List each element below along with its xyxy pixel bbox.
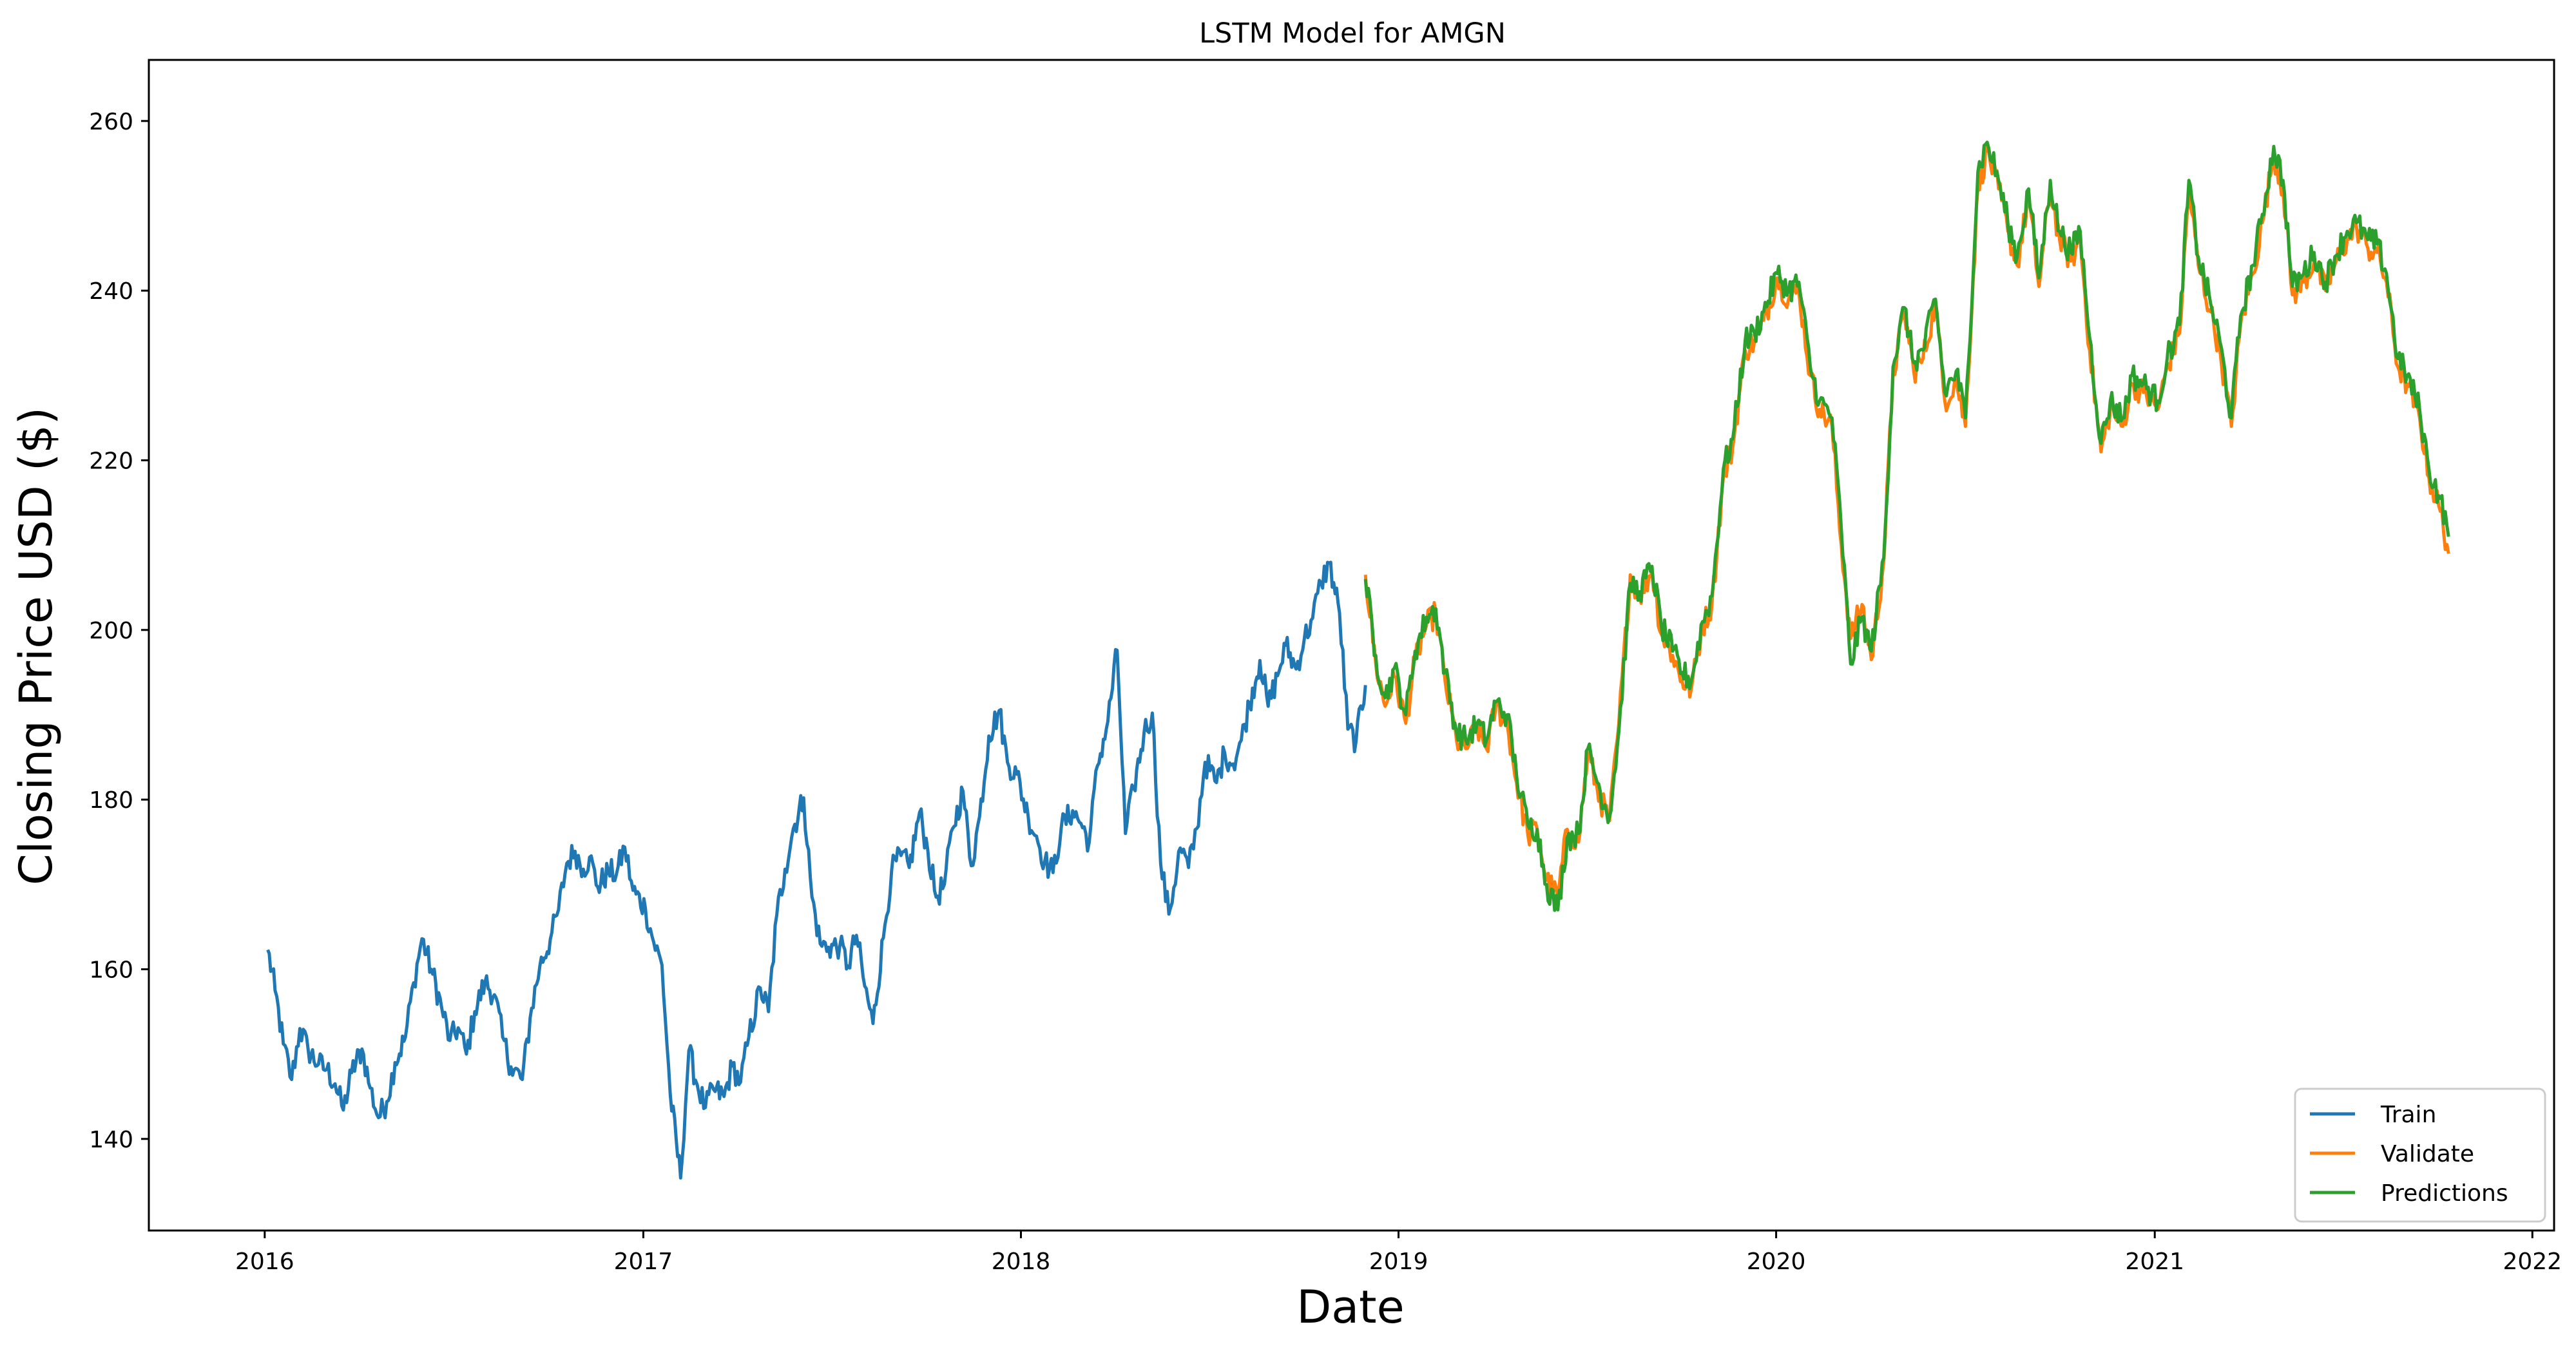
legend-entry-train: Train (2310, 1102, 2436, 1128)
legend-label-train: Train (2380, 1102, 2436, 1128)
y-axis: 140 160 180 200 220 240 260 (89, 109, 149, 1153)
x-axis: 2016 2017 2018 2019 2020 2021 2022 (235, 1231, 2562, 1275)
legend-entry-predictions: Predictions (2310, 1180, 2508, 1207)
legend-label-validate: Validate (2381, 1141, 2474, 1167)
y-tick-label: 180 (89, 787, 133, 814)
x-tick-label: 2016 (235, 1249, 294, 1275)
x-tick-label: 2019 (1369, 1249, 1428, 1275)
plot-area-frame (148, 59, 2555, 1232)
x-tick-label: 2018 (992, 1249, 1051, 1275)
x-tick-label: 2017 (614, 1249, 673, 1275)
legend-label-predictions: Predictions (2381, 1180, 2508, 1207)
y-tick-label: 200 (89, 618, 133, 644)
x-axis-title: Date (1296, 1281, 1404, 1334)
x-tick-label: 2020 (1747, 1249, 1806, 1275)
y-tick-label: 240 (89, 278, 133, 305)
x-tick-label: 2022 (2503, 1249, 2562, 1275)
y-tick-label: 220 (89, 448, 133, 474)
legend: Train Validate Predictions (2294, 1088, 2546, 1223)
legend-entry-validate: Validate (2310, 1141, 2474, 1167)
series-line-predictions (1363, 140, 2450, 912)
series-line-train (266, 561, 1367, 1180)
series-layer (266, 140, 2450, 1180)
y-tick-label: 260 (89, 109, 133, 135)
y-tick-label: 140 (89, 1127, 133, 1153)
chart-title: LSTM Model for AMGN (1199, 17, 1506, 50)
y-axis-title: Closing Price USD ($) (10, 407, 62, 885)
x-tick-label: 2021 (2125, 1249, 2184, 1275)
y-tick-label: 160 (89, 957, 133, 983)
legend-box (2294, 1088, 2546, 1223)
